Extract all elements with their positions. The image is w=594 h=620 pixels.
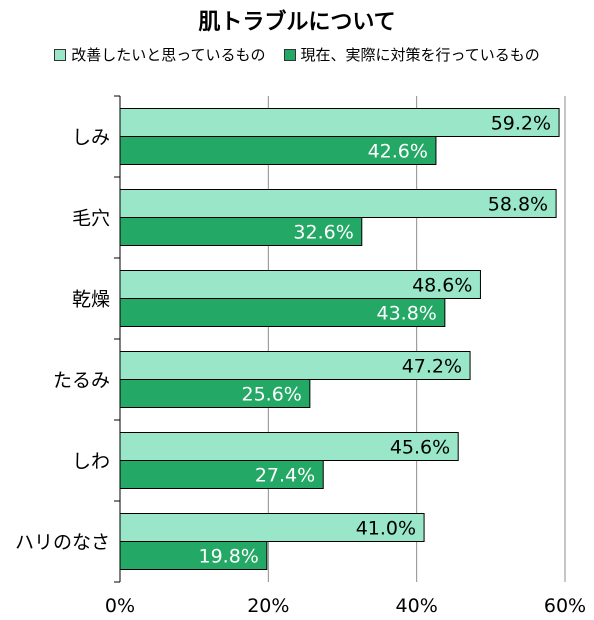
data-label: 45.6% bbox=[390, 437, 450, 459]
data-label: 32.6% bbox=[293, 222, 353, 244]
category-label: ハリのなさ bbox=[15, 532, 110, 554]
category-label: しみ bbox=[72, 127, 110, 149]
legend-label-series-2: 現在、実際に対策を行っているもの bbox=[300, 46, 540, 64]
legend-label-series-1: 改善したいと思っているもの bbox=[71, 46, 266, 64]
data-label: 19.8% bbox=[198, 546, 258, 568]
data-label: 27.4% bbox=[255, 465, 315, 487]
data-label: 58.8% bbox=[488, 194, 548, 216]
legend-swatch-series-2 bbox=[283, 48, 296, 61]
category-label: 乾燥 bbox=[72, 289, 110, 311]
bar bbox=[119, 513, 425, 542]
legend: 改善したいと思っているもの 現在、実際に対策を行っているもの bbox=[0, 44, 594, 65]
bar bbox=[119, 379, 311, 408]
data-label: 47.2% bbox=[402, 356, 462, 378]
data-label: 43.8% bbox=[376, 303, 436, 325]
legend-item-series-2: 現在、実際に対策を行っているもの bbox=[283, 44, 540, 65]
bar bbox=[119, 432, 459, 461]
x-tick-label: 0% bbox=[105, 595, 135, 617]
bar bbox=[119, 108, 560, 137]
data-label: 25.6% bbox=[242, 384, 302, 406]
data-label: 59.2% bbox=[491, 113, 551, 135]
chart-title: 肌トラブルについて bbox=[198, 10, 396, 35]
data-label: 42.6% bbox=[368, 141, 428, 163]
data-label: 48.6% bbox=[412, 275, 472, 297]
legend-item-series-1: 改善したいと思っているもの bbox=[54, 44, 266, 65]
category-label: しわ bbox=[72, 451, 110, 473]
legend-swatch-series-1 bbox=[54, 48, 67, 61]
x-tick-label: 40% bbox=[396, 595, 438, 617]
bar bbox=[119, 217, 363, 246]
x-tick-label: 60% bbox=[544, 595, 586, 617]
bar bbox=[119, 351, 471, 380]
data-label: 41.0% bbox=[356, 518, 416, 540]
bar bbox=[119, 541, 268, 570]
bar bbox=[119, 270, 481, 299]
x-tick-label: 20% bbox=[247, 595, 289, 617]
bar bbox=[119, 189, 557, 218]
bar bbox=[119, 298, 446, 327]
category-label: たるみ bbox=[53, 370, 110, 392]
category-label: 毛穴 bbox=[72, 208, 110, 230]
